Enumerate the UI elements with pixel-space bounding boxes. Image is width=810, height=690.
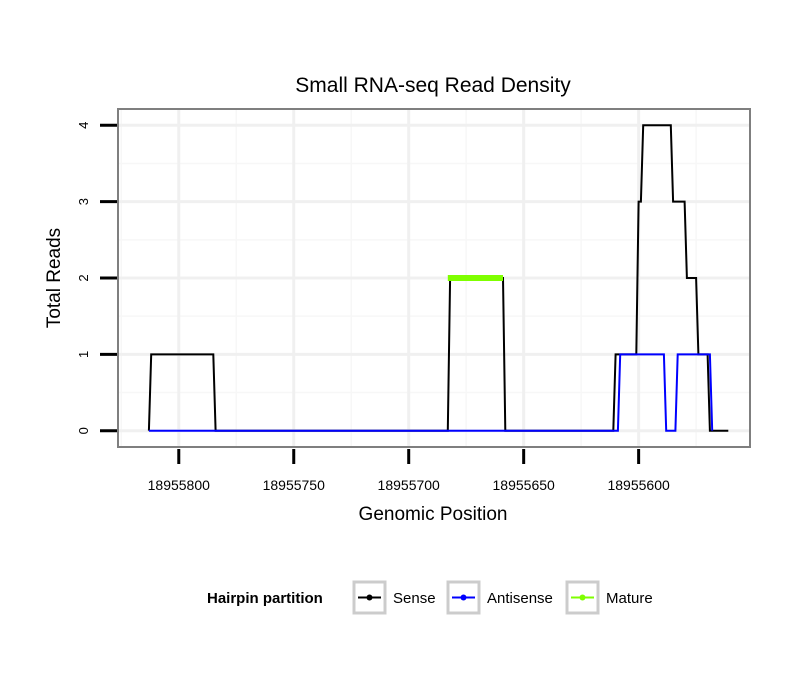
legend-label: Antisense <box>487 590 553 607</box>
x-tick-label: 18955700 <box>378 477 441 493</box>
legend-key-point <box>366 594 373 601</box>
x-tick-label: 18955650 <box>493 477 556 493</box>
legend-title: Hairpin partition <box>207 590 323 607</box>
legend-keys: Sense Antisense Mature <box>352 580 653 615</box>
y-axis: 0 1 2 3 4 <box>76 122 117 434</box>
series-line-antisense <box>148 353 714 432</box>
y-tick-label: 3 <box>76 198 91 205</box>
x-axis: 18955800 18955750 18955700 18955650 18955600 <box>148 449 670 493</box>
legend-key-point <box>460 594 467 601</box>
y-tick-label: 1 <box>76 351 91 358</box>
chart-title: Small RNA-seq Read Density <box>295 74 571 97</box>
legend-key-point <box>579 594 586 601</box>
grid-minor <box>119 110 749 446</box>
x-tick-label: 18955800 <box>148 477 211 493</box>
legend-label: Mature <box>606 590 653 607</box>
y-tick-label: 2 <box>76 274 91 281</box>
y-tick-label: 4 <box>76 122 91 129</box>
y-axis-label: Total Reads <box>44 228 65 328</box>
legend-label: Sense <box>393 590 436 607</box>
series-layer <box>147 124 729 432</box>
x-tick-label: 18955600 <box>607 477 670 493</box>
legend: Hairpin partition Sense Antisense Mature <box>207 580 653 615</box>
y-tick-label: 0 <box>76 427 91 434</box>
x-axis-label: Genomic Position <box>359 504 508 525</box>
x-tick-label: 18955750 <box>263 477 326 493</box>
